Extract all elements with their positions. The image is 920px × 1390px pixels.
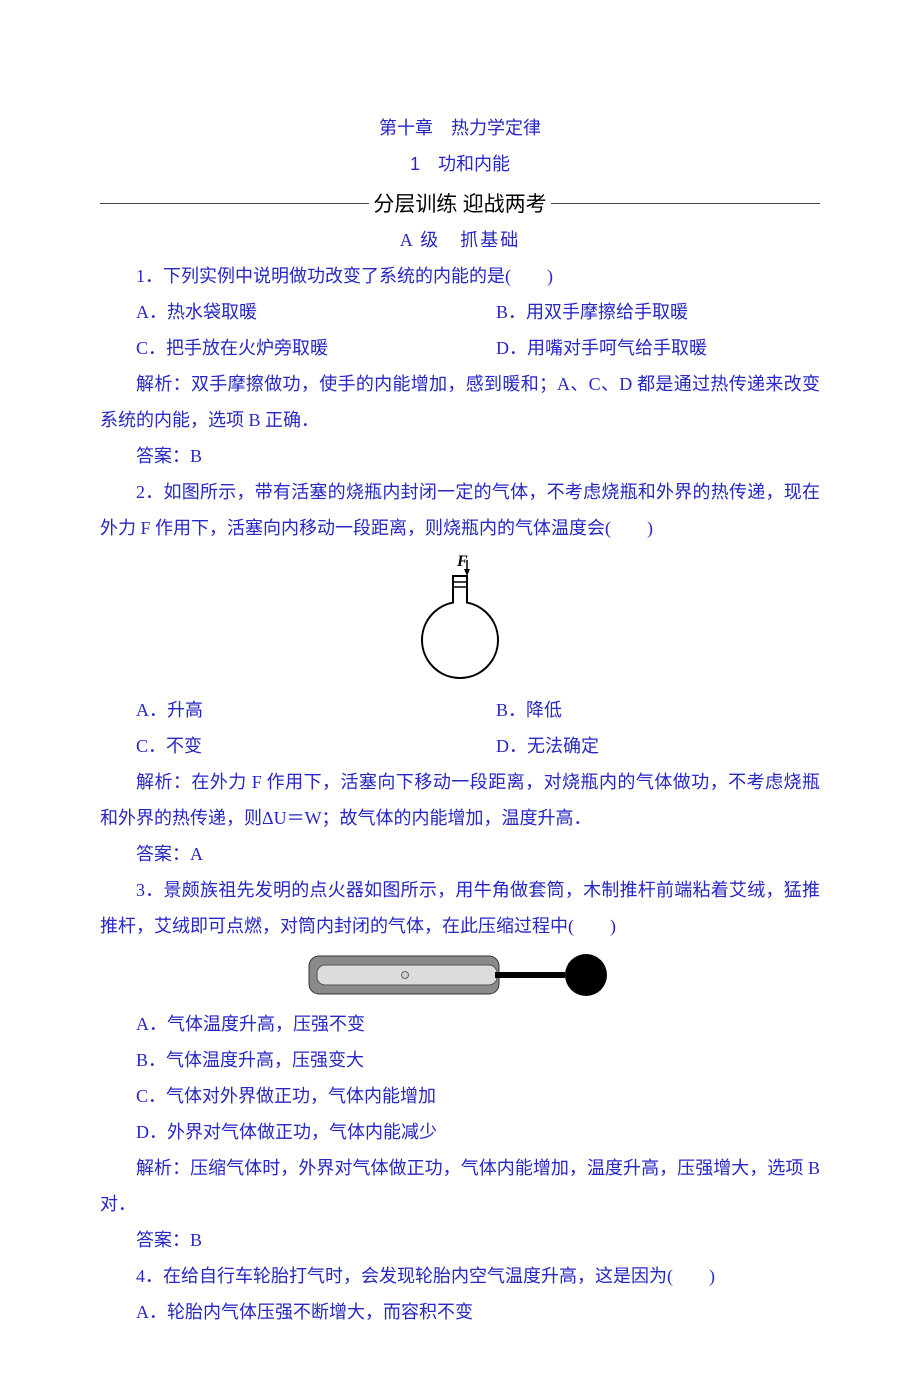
q3-stem: 3．景颇族祖先发明的点火器如图所示，用牛角做套筒，木制推杆前端粘着艾绒，猛推推杆… — [100, 872, 820, 944]
q1-option-a: A．热水袋取暖 — [100, 294, 460, 330]
q1-stem: 1．下列实例中说明做功改变了系统的内能的是( ) — [100, 258, 820, 294]
q2-answer: 答案：A — [100, 836, 820, 872]
q2-figure: F — [100, 554, 820, 684]
q3-option-d: D．外界对气体做正功，气体内能减少 — [100, 1114, 820, 1150]
q3-answer: 答案：B — [100, 1222, 820, 1258]
q2-option-b: B．降低 — [460, 692, 820, 728]
q1-option-d: D．用嘴对手呵气给手取暖 — [460, 330, 820, 366]
q1-answer: 答案：B — [100, 438, 820, 474]
force-label: F — [456, 554, 468, 570]
q2-stem: 2．如图所示，带有活塞的烧瓶内封闭一定的气体，不考虑烧瓶和外界的热传递，现在外力… — [100, 474, 820, 546]
q2-option-d: D．无法确定 — [460, 728, 820, 764]
divider: 分层训练 迎战两考 — [100, 188, 820, 218]
q3-option-a: A．气体温度升高，压强不变 — [100, 1006, 820, 1042]
flask-icon: F — [415, 554, 505, 684]
q3-figure — [100, 952, 820, 998]
fire-starter-icon — [305, 952, 615, 998]
divider-line-right — [551, 203, 820, 204]
q4-option-a: A．轮胎内气体压强不断增大，而容积不变 — [100, 1294, 820, 1330]
divider-text: 分层训练 迎战两考 — [369, 188, 550, 218]
q1-options-row2: C．把手放在火炉旁取暖 D．用嘴对手呵气给手取暖 — [100, 330, 820, 366]
q1-options-row1: A．热水袋取暖 B．用双手摩擦给手取暖 — [100, 294, 820, 330]
level-label: A 级 抓基础 — [100, 222, 820, 258]
q1-option-c: C．把手放在火炉旁取暖 — [100, 330, 460, 366]
q1-option-b: B．用双手摩擦给手取暖 — [460, 294, 820, 330]
section-title: 1 功和内能 — [100, 146, 820, 182]
q1-analysis: 解析：双手摩擦做功，使手的内能增加，感到暖和；A、C、D 都是通过热传递来改变系… — [100, 366, 820, 438]
q2-options-row2: C．不变 D．无法确定 — [100, 728, 820, 764]
chapter-title: 第十章 热力学定律 — [100, 110, 820, 146]
q3-option-c: C．气体对外界做正功，气体内能增加 — [100, 1078, 820, 1114]
q4-stem: 4．在给自行车轮胎打气时，会发现轮胎内空气温度升高，这是因为( ) — [100, 1258, 820, 1294]
q2-analysis: 解析：在外力 F 作用下，活塞向下移动一段距离，对烧瓶内的气体做功，不考虑烧瓶和… — [100, 764, 820, 836]
q3-option-b: B．气体温度升高，压强变大 — [100, 1042, 820, 1078]
q2-option-c: C．不变 — [100, 728, 460, 764]
q2-options-row1: A．升高 B．降低 — [100, 692, 820, 728]
q3-analysis: 解析：压缩气体时，外界对气体做正功，气体内能增加，温度升高，压强增大，选项 B … — [100, 1150, 820, 1222]
divider-line-left — [100, 203, 369, 204]
q2-option-a: A．升高 — [100, 692, 460, 728]
